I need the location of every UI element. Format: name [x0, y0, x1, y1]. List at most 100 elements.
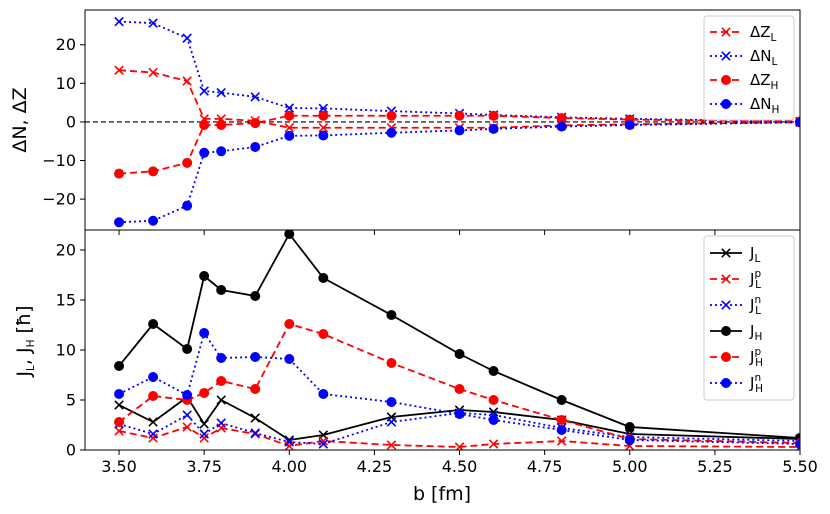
legend-marker-ΔN_H — [721, 99, 731, 109]
data-point-J_L^n — [199, 429, 209, 439]
data-point-ΔZ_H — [454, 110, 465, 121]
x-tick-label: 4.75 — [527, 457, 563, 476]
y-tick-label: 10 — [56, 74, 76, 93]
data-point-J_H — [182, 344, 193, 354]
data-point-ΔN_L — [199, 86, 209, 96]
data-point-ΔZ_H — [488, 110, 499, 121]
series-line-ΔN_H — [119, 121, 800, 224]
data-point-ΔN_L — [182, 33, 192, 43]
x-tick-label: 3.75 — [186, 457, 222, 476]
legend-label-ΔN_L: ΔNL — [750, 47, 777, 68]
legend-marker-J_H^n — [721, 378, 731, 388]
data-point-ΔZ_L — [284, 122, 295, 133]
data-point-J_H^n — [795, 439, 800, 449]
y-tick-label: −20 — [42, 190, 76, 209]
series-line-J_L^p — [118, 426, 800, 448]
data-point-J_H^p — [284, 319, 295, 329]
data-point-ΔZ_H — [148, 166, 159, 177]
data-point-J_L^p — [199, 433, 209, 443]
data-point-ΔN_L — [284, 103, 295, 113]
data-point-J_L^p — [318, 436, 329, 446]
data-point-J_H^n — [182, 390, 193, 400]
bottom-series-group — [114, 230, 800, 450]
x-tick-label: 5.50 — [782, 457, 818, 476]
data-point-J_H — [454, 349, 465, 359]
data-point-ΔZ_L — [182, 76, 192, 86]
legend-marker-J_L^p — [721, 274, 731, 284]
legend-marker-ΔZ_H — [721, 75, 731, 85]
bottom-axes-frame — [84, 229, 801, 451]
legend-label-J_H: JH — [749, 322, 762, 343]
bottom-y-ticks: 0 5 10 15 20 — [56, 241, 85, 460]
data-point-ΔN_H — [488, 123, 499, 134]
data-point-ΔN_H — [182, 200, 193, 211]
data-point-J_H^p — [216, 376, 227, 386]
data-point-J_L^p — [182, 422, 192, 432]
data-point-J_L^n — [284, 437, 295, 447]
series-J_L^n — [114, 408, 800, 449]
data-point-ΔZ_H — [556, 113, 567, 124]
series-line-ΔZ_L — [118, 69, 800, 129]
data-point-ΔN_L — [250, 92, 261, 102]
data-point-ΔZ_H — [199, 120, 210, 131]
data-point-J_H^n — [488, 415, 499, 425]
legend-marker-J_H — [721, 326, 731, 336]
legend-marker-J_H^p — [721, 352, 731, 362]
data-point-ΔN_H — [624, 120, 635, 131]
legend-box — [703, 235, 795, 401]
data-point-J_H — [556, 395, 567, 405]
data-point-J_H^p — [114, 417, 125, 427]
data-point-J_L^p — [386, 440, 397, 450]
x-tick-label: 4.25 — [357, 457, 393, 476]
data-point-J_H^n — [284, 354, 295, 364]
data-point-J_H^n — [624, 435, 635, 445]
data-point-J_H^p — [556, 415, 567, 425]
data-point-J_L^n — [250, 428, 261, 438]
data-point-ΔZ_H — [216, 120, 227, 131]
data-point-ΔN_H — [318, 130, 329, 141]
data-point-J_H^n — [148, 372, 159, 382]
data-point-ΔN_H — [114, 217, 125, 228]
data-point-ΔN_H — [454, 125, 465, 136]
data-point-J_L^p — [148, 433, 158, 443]
data-point-J_L^p — [114, 426, 124, 436]
data-point-J_H^p — [250, 384, 261, 394]
legend-label-J_H^p: Jp H — [749, 346, 763, 369]
legend-label-ΔZ_H: ΔZH — [750, 71, 778, 92]
legend-marker-J_L — [721, 248, 731, 258]
data-point-ΔZ_L — [318, 122, 329, 133]
x-tick-label: 4.00 — [271, 457, 307, 476]
data-point-ΔN_H — [386, 127, 397, 138]
data-point-J_L^n — [318, 439, 329, 449]
y-tick-label: 0 — [66, 441, 76, 460]
y-tick-label: −10 — [42, 151, 76, 170]
data-point-ΔZ_H — [386, 110, 397, 121]
data-point-J_H^n — [216, 353, 227, 363]
legend-marker-ΔZ_L — [721, 27, 731, 37]
series-J_H — [114, 230, 800, 443]
data-point-J_L^n — [216, 418, 226, 428]
series-J_H^n — [114, 328, 800, 449]
data-point-J_H^p — [318, 329, 329, 339]
data-point-J_H^p — [386, 358, 397, 368]
data-point-J_L^p — [556, 436, 567, 446]
legend-label-J_H^n: Jn H — [749, 372, 763, 395]
x-tick-label: 5.00 — [612, 457, 648, 476]
data-point-ΔN_L — [318, 103, 329, 114]
data-point-J_H^n — [556, 425, 567, 435]
data-point-J_L^p — [284, 441, 295, 450]
data-point-J_L — [216, 395, 226, 405]
data-point-J_H^n — [199, 328, 210, 338]
data-point-J_H^n — [114, 389, 125, 399]
data-point-ΔN_H — [250, 142, 261, 153]
data-point-J_H — [250, 291, 261, 301]
data-point-J_H^n — [318, 389, 329, 399]
data-point-J_L^n — [386, 417, 397, 427]
data-point-J_H — [318, 273, 329, 283]
data-point-J_H — [386, 310, 397, 320]
data-point-ΔN_H — [199, 147, 210, 158]
y-tick-label: 0 — [66, 112, 76, 131]
x-tick-label: 4.50 — [442, 457, 478, 476]
bottom-panel: 0 5 10 15 20 JL, JH [ħ] JL Jp L Jn L JH Jp H Jn H — [13, 230, 800, 460]
